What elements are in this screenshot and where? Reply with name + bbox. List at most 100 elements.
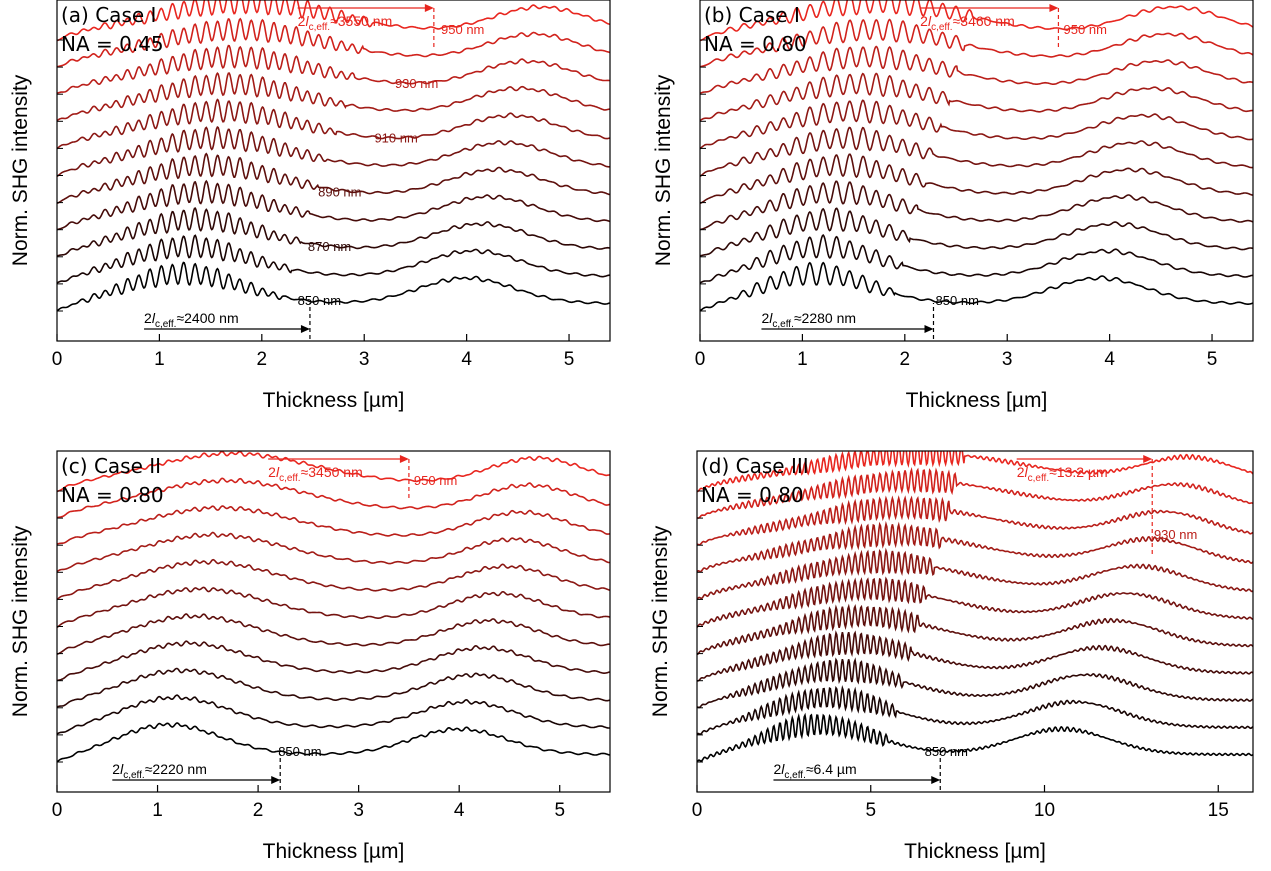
plot-frame — [56, 450, 611, 793]
curves — [700, 0, 1253, 312]
y-axis-title: Norm. SHG intensity — [9, 74, 32, 266]
series-curve-1 — [700, 233, 1253, 284]
series-curve-2 — [697, 657, 1253, 709]
curves — [697, 451, 1253, 763]
series-curve-6 — [697, 547, 1253, 601]
na-label: NA = 0.80 — [61, 483, 164, 507]
x-tick-label: 5 — [554, 800, 565, 821]
series-curve-10 — [700, 0, 1253, 42]
x-tick-label: 5 — [564, 349, 575, 370]
wavelength-label: 870 nm — [308, 239, 351, 254]
x-tick-label: 15 — [1208, 800, 1229, 821]
x-tick-label: 2 — [257, 349, 268, 370]
y-axis-title: Norm. SHG intensity — [652, 74, 675, 266]
series-curve-6 — [57, 558, 610, 601]
series-curve-10 — [57, 0, 610, 42]
x-tick-label: 3 — [359, 349, 370, 370]
x-axis-title: Thickness [µm] — [906, 389, 1048, 412]
series-curve-5 — [57, 586, 610, 629]
plot-frame — [699, 0, 1254, 342]
x-tick-label: 0 — [692, 800, 703, 821]
series-curve-7 — [57, 71, 610, 122]
series-curve-9 — [697, 466, 1253, 519]
x-tick-label: 2 — [253, 800, 264, 821]
series-curve-0 — [697, 712, 1253, 763]
plot-frame — [696, 450, 1254, 793]
x-tick-label: 5 — [865, 800, 876, 821]
series-curve-5 — [697, 576, 1253, 628]
x-tick-label: 1 — [797, 349, 808, 370]
y-axis-title: Norm. SHG intensity — [9, 525, 32, 717]
x-axis-title: Thickness [µm] — [904, 840, 1046, 863]
wavelength-label: 850 nm — [298, 293, 341, 308]
series-curve-2 — [57, 207, 610, 257]
series-curve-9 — [57, 17, 610, 68]
series-curve-0 — [700, 261, 1253, 312]
series-curve-1 — [57, 694, 610, 735]
x-axis-title: Thickness [µm] — [263, 840, 405, 863]
coherence-label-high: 2lc,eff.≈3460 nm — [920, 13, 1015, 33]
coherence-arrowhead-high — [1049, 4, 1059, 12]
x-tick-label: 10 — [1034, 800, 1055, 821]
x-axis-title: Thickness [µm] — [263, 389, 405, 412]
series-curve-10 — [57, 451, 610, 493]
x-tick-label: 0 — [52, 800, 63, 821]
coherence-arrowhead-low — [271, 776, 281, 784]
series-curve-4 — [697, 603, 1253, 656]
series-curve-4 — [700, 153, 1253, 205]
panel-a: 0 1 2 3 4 5 Thickness [µm] Norm. SHG intensity (… — [9, 0, 611, 412]
series-curve-9 — [57, 477, 610, 519]
na-label: NA = 0.80 — [701, 483, 804, 507]
wavelength-label: 950 nm — [441, 22, 484, 37]
curves — [57, 0, 610, 312]
panel-d: 0 5 10 15 Thickness [µm] Norm. SHG intensity (… — [649, 450, 1254, 863]
series-curve-4 — [57, 152, 610, 205]
x-tick-label: 1 — [152, 800, 163, 821]
series-curve-9 — [700, 18, 1253, 68]
panel-label: (b) Case I — [704, 3, 800, 27]
x-tick-label: 1 — [154, 349, 165, 370]
na-label: NA = 0.80 — [704, 32, 807, 56]
wavelength-label: 910 nm — [374, 130, 417, 145]
na-label: NA = 0.45 — [61, 32, 164, 56]
x-tick-label: 4 — [461, 349, 472, 370]
coherence-arrowhead-high — [399, 455, 409, 463]
coherence-label-low: 2lc,eff.≈2280 nm — [761, 310, 856, 330]
series-curve-8 — [697, 495, 1253, 546]
wavelength-label: 950 nm — [414, 473, 457, 488]
panel-b: 0 1 2 3 4 5 Thickness [µm] Norm. SHG intensity (… — [652, 0, 1254, 412]
coherence-arrowhead-high — [424, 4, 434, 12]
x-tick-label: 0 — [52, 349, 63, 370]
coherence-label-low: 2lc,eff.≈6.4 µm — [773, 761, 856, 781]
series-curve-8 — [57, 44, 610, 95]
series-curve-8 — [700, 45, 1253, 95]
series-curve-7 — [697, 520, 1253, 573]
panel-label: (c) Case II — [61, 454, 161, 478]
series-curve-4 — [57, 613, 610, 656]
coherence-arrowhead-low — [924, 325, 934, 333]
coherence-label-low: 2lc,eff.≈2220 nm — [112, 761, 207, 781]
series-curve-3 — [57, 640, 610, 682]
x-tick-label: 4 — [454, 800, 465, 821]
series-curve-7 — [700, 72, 1253, 122]
plot-frame — [56, 0, 611, 342]
coherence-arrowhead-low — [931, 776, 941, 784]
x-tick-label: 3 — [353, 800, 364, 821]
x-tick-label: 2 — [900, 349, 911, 370]
wavelength-label: 890 nm — [318, 185, 361, 200]
series-curve-3 — [697, 630, 1253, 682]
wavelength-label: 930 nm — [1154, 527, 1197, 542]
coherence-label-low: 2lc,eff.≈2400 nm — [144, 310, 239, 330]
wavelength-label: 850 nm — [278, 744, 321, 759]
series-curve-8 — [57, 505, 610, 546]
coherence-arrowhead-high — [1143, 455, 1153, 463]
series-curve-10 — [697, 451, 1253, 493]
series-curve-6 — [57, 98, 610, 150]
x-tick-label: 3 — [1002, 349, 1013, 370]
wavelength-label: 850 nm — [936, 293, 979, 308]
panel-label: (a) Case I — [61, 3, 156, 27]
series-curve-5 — [700, 126, 1253, 178]
panel-c: 0 1 2 3 4 5 Thickness [µm] Norm. SHG intensity (… — [9, 450, 611, 863]
series-curve-1 — [697, 685, 1253, 736]
